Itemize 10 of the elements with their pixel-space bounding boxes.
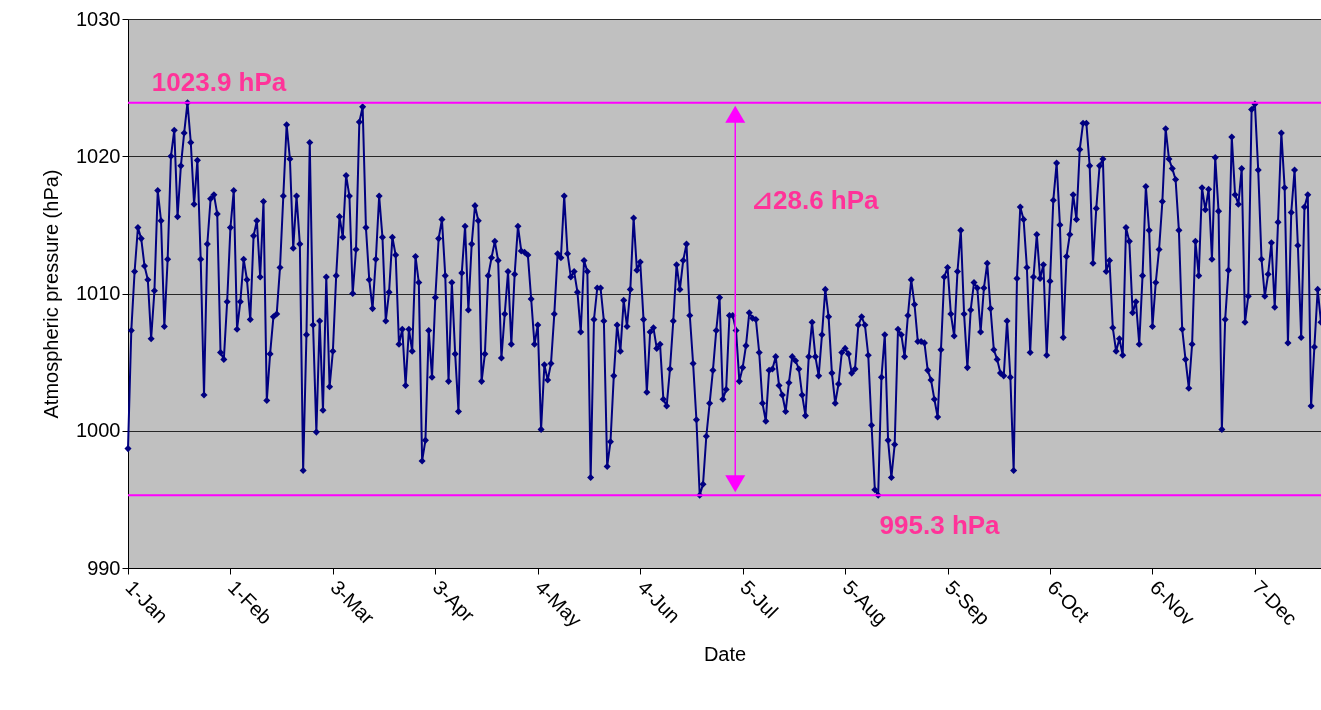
ref-line-label: 1023.9 hPa xyxy=(151,66,287,97)
y-tick-label: 990 xyxy=(87,556,121,579)
y-tick-label: 1010 xyxy=(76,282,121,304)
y-tick-label: 1020 xyxy=(76,144,121,167)
ref-line-label: 995.3 hPa xyxy=(879,510,1001,541)
x-axis-title: Date xyxy=(703,642,747,665)
y-tick-label: 1030 xyxy=(76,7,121,30)
y-tick-label: 1000 xyxy=(76,419,121,442)
annotation: ⊿28.6 hPa xyxy=(751,184,880,215)
y-axis-title: Atmospheric pressure (hPa) xyxy=(40,169,63,419)
